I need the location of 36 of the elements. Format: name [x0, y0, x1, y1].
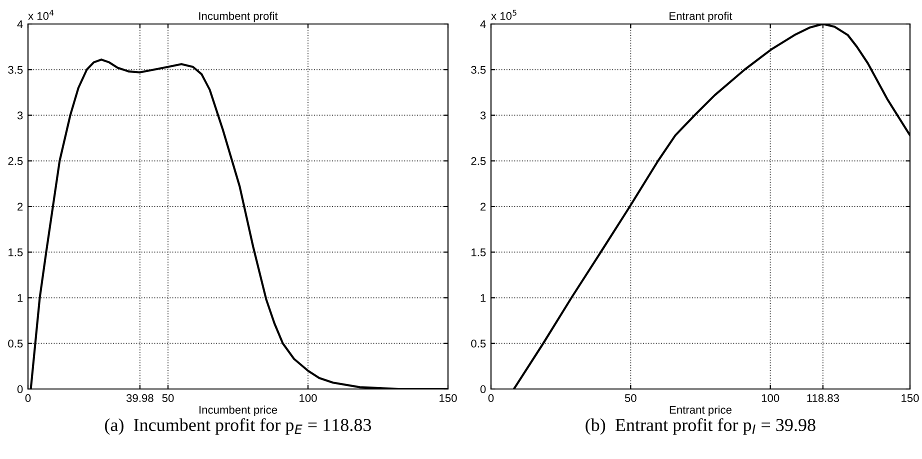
y-tick-label: 2.5: [8, 157, 23, 166]
text: x 10$^{4}$: [28, 10, 54, 20]
y-tick-label: 0: [17, 385, 23, 394]
y-tick-label: 0.5: [471, 340, 486, 348]
chart-title: Incumbent profit: [199, 12, 278, 22]
y-tick-label: 3: [17, 112, 23, 120]
x-tick-label: 118.83: [807, 394, 840, 402]
x-tick-label: 0: [488, 394, 494, 402]
text: x 10$^{5}$: [491, 10, 516, 20]
y-tick-label: 3.5: [8, 66, 23, 74]
x-tick-label: 0: [25, 394, 31, 402]
chart-title: Entrant profit: [670, 12, 732, 22]
y-tick-label: 2: [480, 202, 486, 211]
y-tick-label: 1.5: [472, 248, 486, 256]
y-tick-label: 4: [480, 20, 486, 28]
y-tick-label: 2: [18, 202, 23, 211]
x-tick-label: 50: [162, 394, 174, 402]
y-tick-label: 1.5: [8, 248, 23, 256]
y-tick-label: 4: [17, 20, 23, 28]
y-tick-label: 3: [480, 112, 486, 120]
x-tick-label: 100: [300, 394, 317, 402]
x-tick-label: 150: [902, 394, 919, 402]
x-tick-label: 39.98: [126, 394, 154, 402]
y-tick-label: 0.5: [8, 340, 23, 348]
y-tick-label: 2.5: [471, 157, 486, 166]
x-tick-label: 150: [440, 394, 457, 402]
y-tick-label: 1: [480, 294, 486, 302]
y-tick-label: 1: [18, 294, 23, 302]
x-axis-title: Incumbent price: [200, 406, 278, 416]
x-axis-title: Entrant price: [670, 406, 732, 416]
y-tick-label: 0: [480, 385, 486, 394]
y-tick-label: 3.5: [471, 66, 486, 74]
x-tick-label: 100: [762, 394, 780, 402]
x-tick-label: 50: [624, 394, 636, 402]
text: (a) Incumbent profit for p$_{E}$ = 118.83: [105, 418, 372, 435]
text: (b) Entrant profit for p$_{I}$ = 39.98: [586, 418, 816, 435]
